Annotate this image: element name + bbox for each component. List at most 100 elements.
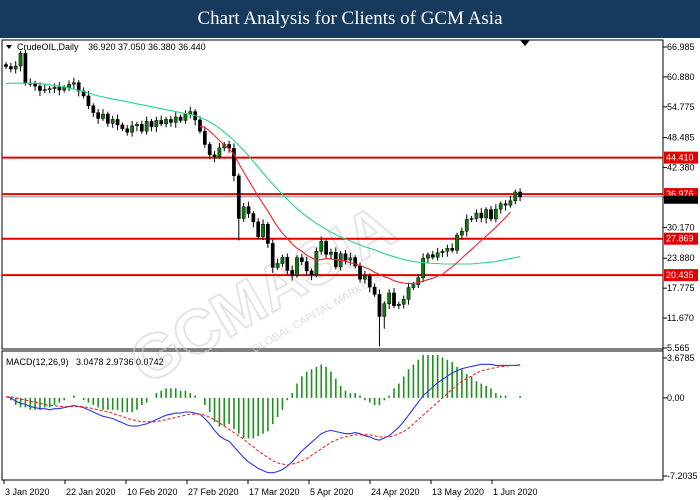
candle-body	[9, 66, 13, 70]
candle-body	[212, 154, 217, 157]
candle-body	[450, 248, 455, 251]
candle-body	[377, 294, 382, 317]
ma-slow-line	[5, 82, 521, 265]
ohlc-values: 36.920 37.050 36.380 36.440	[88, 42, 206, 52]
candle-body	[57, 86, 62, 91]
axes: 66.98560.88054.77548.48542.38036.27530.1…	[3, 42, 698, 497]
candle-body	[110, 119, 115, 124]
time-tick-label: 24 Apr 2020	[371, 487, 420, 497]
candle-body	[353, 257, 358, 267]
candle-body	[125, 128, 130, 133]
candle-body	[363, 275, 367, 280]
candle-body	[430, 254, 435, 258]
price-tick-label: 23.880	[667, 253, 695, 263]
candle-body	[411, 284, 416, 288]
candle-body	[106, 113, 110, 124]
candle-body	[207, 144, 212, 155]
candle-body	[38, 85, 42, 91]
candle-body	[309, 270, 314, 276]
candle-body	[494, 208, 498, 220]
signal-line	[6, 364, 521, 466]
candle-body	[246, 206, 251, 214]
macd-values: 3.0478 2.9736 0.0742	[76, 357, 164, 367]
candle-body	[382, 303, 387, 317]
candle-body	[484, 209, 488, 219]
candle-body	[72, 82, 76, 85]
time-tick-label: 27 Feb 2020	[188, 487, 239, 497]
candle-body	[285, 256, 290, 271]
candle-body	[159, 120, 164, 125]
candle-body	[115, 119, 120, 126]
candle-body	[421, 257, 425, 278]
candle-body	[42, 89, 47, 91]
candle-body	[101, 113, 105, 119]
candle-body	[300, 257, 304, 262]
candle-body	[435, 252, 440, 258]
candle-body	[469, 218, 474, 220]
candle-body	[518, 191, 522, 198]
price-tick-label: 17.775	[667, 283, 695, 293]
time-tick-label: 5 Apr 2020	[310, 487, 354, 497]
candle-body	[13, 65, 18, 70]
candle-body	[275, 263, 280, 268]
header-banner	[0, 0, 700, 38]
level-tag-label: 27.869	[666, 234, 694, 244]
current-price-tag	[664, 195, 698, 204]
candle-body	[498, 203, 503, 210]
shift-marker-icon	[520, 40, 530, 46]
candle-body	[397, 303, 401, 306]
time-tick-label: 22 Jan 2020	[66, 487, 116, 497]
candle-body	[232, 148, 236, 177]
candle-body	[426, 254, 430, 259]
candle-body	[241, 206, 246, 219]
candle-body	[178, 116, 183, 121]
candle-body	[198, 119, 202, 132]
candle-body	[256, 221, 261, 237]
price-tick-label: 66.985	[667, 42, 695, 52]
candle-body	[329, 252, 333, 255]
price-panel-title: CrudeOIL,Daily	[17, 42, 79, 52]
candle-body	[154, 120, 159, 128]
candle-body	[164, 119, 168, 125]
time-tick-label: 3 Jan 2020	[5, 487, 50, 497]
time-tick-label: 13 May 2020	[432, 487, 484, 497]
candle-body	[91, 105, 96, 113]
price-tick-label: 60.880	[667, 72, 695, 82]
time-tick-label: 17 Mar 2020	[249, 487, 300, 497]
candle-body	[52, 86, 57, 89]
time-tick-label: 10 Feb 2020	[127, 487, 178, 497]
price-tick-label: 48.485	[667, 133, 695, 143]
price-tick-label: 42.380	[667, 163, 695, 173]
candle-body	[387, 292, 391, 304]
candle-body	[479, 212, 484, 219]
candle-body	[47, 88, 52, 90]
candle-body	[372, 286, 377, 295]
chart-canvas[interactable]: GCMASIA GLOBAL CAPITAL MARKETS CrudeOIL,…	[0, 38, 700, 500]
candle-body	[203, 130, 207, 145]
candle-body	[416, 277, 421, 285]
candle-body	[319, 241, 324, 252]
level-tag-label: 44.410	[666, 153, 694, 163]
candle-body	[135, 124, 139, 127]
candle-body	[406, 287, 411, 300]
candle-body	[348, 257, 353, 261]
candle-body	[236, 175, 241, 219]
candle-body	[130, 125, 134, 133]
candle-body	[513, 191, 518, 202]
dropdown-icon[interactable]	[6, 45, 12, 49]
candle-body	[290, 270, 294, 276]
candle-body	[86, 95, 91, 106]
macd-tick-label: 0.00	[667, 393, 685, 403]
candle-body	[188, 111, 193, 115]
candle-body	[251, 213, 256, 223]
price-tick-label: 5.565	[667, 343, 690, 353]
candle-body	[455, 234, 459, 251]
candle-body	[314, 251, 319, 276]
candle-body	[367, 275, 372, 288]
macd-line	[5, 363, 521, 474]
candle-body	[464, 219, 469, 232]
candle-body	[343, 253, 348, 261]
candle-body	[358, 265, 362, 280]
candle-body	[4, 64, 8, 67]
candle-body	[392, 292, 396, 306]
